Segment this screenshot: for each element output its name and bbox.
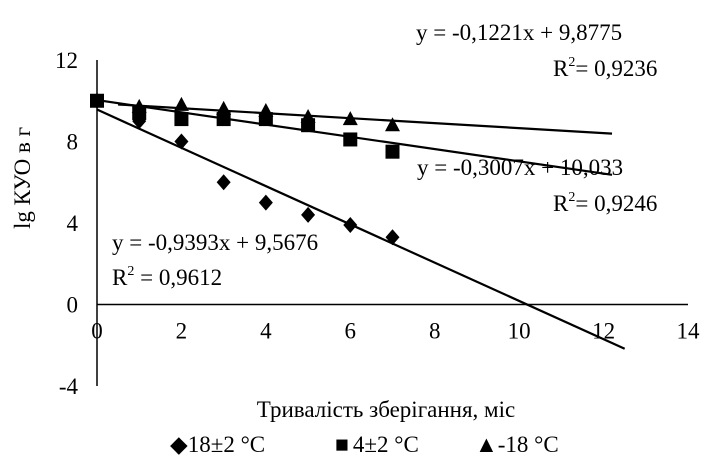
legend-item-1: ◆18±2 °C	[170, 432, 265, 457]
y-tick-label: 4	[67, 211, 79, 236]
x-tick-label: 10	[508, 319, 531, 344]
data-point-series-2	[343, 132, 358, 147]
equation-series-2: y = -0,3007x + 10,033	[417, 155, 623, 180]
trendline-series-1	[96, 108, 626, 350]
equation-series-1: y = -0,9393x + 9,5676	[112, 230, 318, 255]
y-tick-label: 12	[55, 48, 78, 73]
data-point-series-3	[300, 109, 316, 124]
legend: ◆18±2 °C ■ 4±2 °C ▲-18 °C	[170, 432, 559, 457]
y-axis-title: lg КУО в г	[10, 127, 35, 229]
trendline-series-3	[118, 103, 613, 135]
data-point-series-3	[131, 98, 147, 113]
x-axis-title: Тривалість зберігання, міс	[257, 397, 515, 422]
x-tick-label: 6	[345, 319, 357, 344]
data-point-series-1	[385, 229, 400, 246]
data-point-series-2	[385, 144, 400, 159]
legend-item-3: ▲-18 °C	[475, 432, 559, 457]
trendlines-group	[96, 98, 626, 350]
data-point-series-3	[258, 102, 274, 117]
data-point-series-3	[342, 111, 358, 126]
data-point-series-1	[216, 174, 231, 191]
r2-series-1: R2 = 0,9612	[112, 264, 222, 290]
r2-series-2: R2= 0,9246	[553, 190, 657, 216]
data-point-series-1	[301, 206, 316, 223]
data-point-series-2	[90, 93, 104, 108]
data-point-series-3	[173, 96, 189, 111]
y-tick-label: -4	[59, 374, 79, 399]
legend-diamond-icon: ◆	[170, 432, 188, 457]
data-point-series-1	[174, 133, 189, 150]
data-point-series-1	[343, 217, 358, 234]
x-tick-label: 2	[176, 319, 188, 344]
x-tick-label: 4	[260, 319, 272, 344]
data-point-series-2	[174, 112, 189, 127]
legend-item-2: ■ 4±2 °C	[335, 432, 419, 457]
x-tick-label: 0	[91, 319, 103, 344]
equation-series-3: y = -0,1221x + 9,8775	[416, 20, 622, 45]
axes-group	[96, 60, 688, 386]
x-tick-label: 12	[592, 319, 615, 344]
data-point-series-3	[216, 100, 232, 115]
data-point-series-2	[216, 112, 231, 127]
x-tick-label: 8	[429, 319, 441, 344]
tick-labels-group: 0 2 4 6 8 10 12 14 -4 0 4 8 12	[55, 48, 700, 399]
legend-triangle-icon: ▲	[475, 432, 498, 457]
legend-square-icon: ■	[335, 432, 349, 457]
y-tick-label: 0	[67, 293, 79, 318]
y-tick-label: 8	[67, 130, 79, 155]
data-point-series-3	[385, 117, 400, 132]
x-tick-label: 14	[677, 319, 701, 344]
r2-series-3: R2= 0,9236	[553, 55, 657, 81]
data-point-series-1	[258, 194, 273, 211]
data-points-group	[90, 92, 400, 246]
